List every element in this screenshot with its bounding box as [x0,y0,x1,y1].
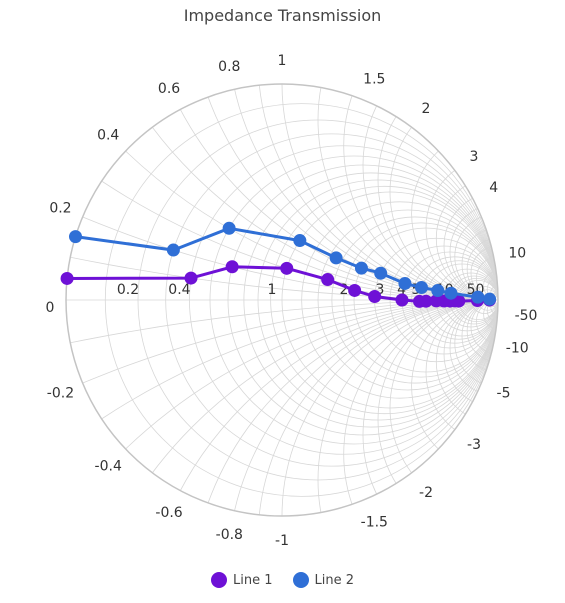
legend-swatch [293,572,309,588]
data-point[interactable] [293,234,306,247]
reactance-label: -2 [419,485,433,501]
legend: Line 1 Line 2 [0,572,565,588]
reactance-label: 10 [508,245,526,261]
reactance-label: 1 [278,53,287,69]
reactance-arc [138,300,565,603]
reactance-label: 3 [470,149,479,165]
data-point[interactable] [415,281,428,294]
data-point[interactable] [321,273,334,286]
data-point[interactable] [398,277,411,290]
reactance-label: -0.4 [95,459,122,475]
data-point[interactable] [61,272,74,285]
data-point[interactable] [184,272,197,285]
reactance-label: 0.4 [97,127,119,143]
reactance-label: 0.2 [49,201,71,217]
reactance-label: -1 [275,533,289,549]
reactance-arc [344,300,565,603]
reactance-label: 0.8 [218,59,240,75]
reactance-label: -0.2 [47,385,74,401]
reactance-label: 2 [422,101,431,117]
legend-item-1[interactable]: Line 1 [211,572,273,588]
data-point[interactable] [355,262,368,275]
reactance-arc [436,300,559,423]
legend-item-2[interactable]: Line 2 [293,572,355,588]
reactance-label: -50 [515,308,538,324]
reactance-arc [318,0,565,300]
data-point[interactable] [396,294,409,307]
resistance-label: 0.2 [117,282,139,298]
reactance-arc [344,0,565,300]
data-point[interactable] [348,284,361,297]
data-point[interactable] [280,262,293,275]
resistance-label: 0 [46,300,55,316]
data-point[interactable] [374,267,387,280]
legend-label: Line 2 [315,573,355,588]
legend-swatch [211,572,227,588]
reactance-label: -3 [467,437,481,453]
data-point[interactable] [226,260,239,273]
reactance-label: -0.6 [155,505,182,521]
reactance-arc [0,0,565,300]
reactance-arc [138,0,565,300]
data-point[interactable] [368,290,381,303]
data-point[interactable] [431,284,444,297]
resistance-label: 1 [268,282,277,298]
data-point[interactable] [167,244,180,257]
reactance-label: 0.6 [158,81,180,97]
data-point[interactable] [223,222,236,235]
data-point[interactable] [444,287,457,300]
reactance-label: 1.5 [363,71,385,87]
reactance-label: 4 [489,180,498,196]
data-point[interactable] [471,291,484,304]
legend-label: Line 1 [233,573,273,588]
reactance-label: -1.5 [361,515,388,531]
data-point[interactable] [69,230,82,243]
reactance-label: -5 [497,385,511,401]
resistance-label: 0.4 [168,282,190,298]
reactance-label: -0.8 [216,527,243,543]
data-point[interactable] [483,293,496,306]
data-point[interactable] [330,251,343,264]
reactance-label: -10 [506,341,529,357]
